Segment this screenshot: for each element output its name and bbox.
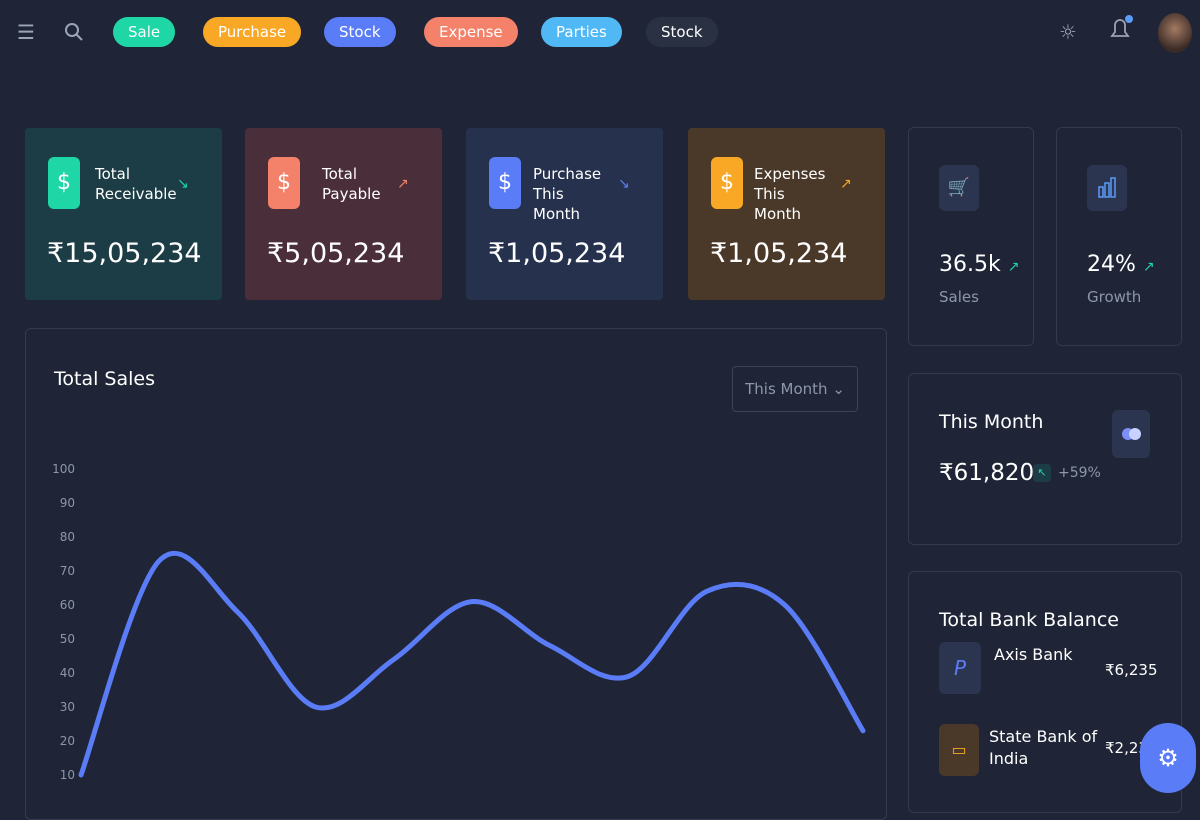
menu-icon[interactable]: ☰ bbox=[17, 20, 35, 44]
line-chart: Total Sales 10 20 30 40 50 60 70 80 90 100 bbox=[52, 368, 866, 782]
stat-value: 24% ↗ bbox=[1087, 252, 1155, 277]
nav-button[interactable]: Stock bbox=[324, 17, 396, 47]
sales-line bbox=[78, 550, 866, 778]
card-title: Total Receivable bbox=[95, 165, 177, 203]
dollar-icon: $ bbox=[268, 157, 300, 209]
cart-icon: 🛒 bbox=[939, 165, 979, 211]
card-title: Expenses This Month bbox=[754, 165, 826, 223]
nav-button[interactable]: Purchase bbox=[203, 17, 302, 47]
dollar-icon: $ bbox=[48, 157, 80, 209]
dollar-icon: $ bbox=[711, 157, 743, 209]
stat-label: Growth bbox=[1087, 288, 1142, 306]
y-tick-label: 80 bbox=[60, 530, 75, 544]
bank-card: Total Bank Balance P Axis Bank ₹6,235 ▭ … bbox=[908, 571, 1182, 813]
nav-button[interactable]: Stock bbox=[646, 17, 718, 47]
toggle-icon bbox=[1112, 410, 1150, 458]
period-dropdown[interactable]: This Month ⌄ bbox=[732, 366, 858, 412]
stat-card: 🛒 36.5k ↗ Sales bbox=[908, 127, 1034, 346]
y-tick-label: 100 bbox=[52, 462, 75, 476]
stat-number: 36.5k bbox=[939, 252, 1001, 277]
y-tick-label: 60 bbox=[60, 598, 75, 612]
card-title: Purchase This Month bbox=[533, 165, 602, 223]
avatar[interactable] bbox=[1158, 13, 1192, 53]
card-title: Total Payable bbox=[322, 165, 381, 203]
card-amount: ₹1,05,234 bbox=[488, 238, 626, 269]
settings-button[interactable]: ⚙ bbox=[1140, 723, 1196, 793]
y-tick-label: 10 bbox=[60, 768, 75, 782]
chart-title: Total Sales bbox=[53, 368, 155, 390]
bank-icon: P bbox=[939, 642, 981, 694]
dollar-icon: $ bbox=[489, 157, 521, 209]
card-amount: ₹5,05,234 bbox=[267, 238, 405, 269]
sales-card: Total Sales 10 20 30 40 50 60 70 80 90 100 This M… bbox=[25, 328, 887, 820]
card-amount: ₹1,05,234 bbox=[710, 238, 848, 269]
chart-icon bbox=[1087, 165, 1127, 211]
bank-balance: ₹2,23 bbox=[1105, 739, 1148, 757]
summary-card: $ Total Receivable ↘ ₹15,05,234 bbox=[25, 128, 222, 300]
trend-icon: ↗ bbox=[397, 176, 409, 192]
stat-number: 24% bbox=[1087, 252, 1136, 277]
stat-value: 36.5k ↗ bbox=[939, 252, 1020, 277]
month-amount: ₹61,820 bbox=[939, 460, 1035, 486]
card-amount: ₹15,05,234 bbox=[47, 238, 202, 269]
nav-button[interactable]: Expense bbox=[424, 17, 518, 47]
y-tick-label: 40 bbox=[60, 666, 75, 680]
trend-icon: ↘ bbox=[177, 176, 189, 192]
y-tick-label: 70 bbox=[60, 564, 75, 578]
y-tick-label: 20 bbox=[60, 734, 75, 748]
summary-card: $ Total Payable ↗ ₹5,05,234 bbox=[245, 128, 442, 300]
dropdown-label: This Month bbox=[745, 380, 828, 398]
trend-icon: ↗ bbox=[840, 176, 852, 192]
month-card: This Month ₹61,820 ↖ +59% bbox=[908, 373, 1182, 545]
month-change: +59% bbox=[1058, 465, 1101, 481]
stat-label: Sales bbox=[939, 288, 979, 306]
bell-icon[interactable] bbox=[1108, 14, 1134, 44]
page: Dashboard {"nav": {"buttons": ["Sale", "… bbox=[17, 13, 1196, 820]
up-icon: ↖ bbox=[1033, 464, 1051, 482]
stat-card: 24% ↗ Growth bbox=[1056, 127, 1182, 346]
y-tick-label: 50 bbox=[60, 632, 75, 646]
trend-icon: ↘ bbox=[618, 176, 630, 192]
theme-icon[interactable]: ☼ bbox=[1059, 20, 1077, 44]
bank-title: Total Bank Balance bbox=[939, 609, 1119, 631]
bank-name: State Bank of India bbox=[989, 727, 1098, 768]
bank-name: Axis Bank bbox=[994, 645, 1073, 664]
bank-icon: ▭ bbox=[939, 724, 979, 776]
y-tick-label: 90 bbox=[60, 496, 75, 510]
month-title: This Month bbox=[939, 411, 1044, 433]
bank-balance: ₹6,235 bbox=[1105, 661, 1158, 679]
summary-card: $ Purchase This Month ↘ ₹1,05,234 bbox=[466, 128, 663, 300]
nav-button[interactable]: Sale bbox=[113, 17, 176, 47]
nav-button[interactable]: Parties bbox=[541, 17, 622, 47]
summary-card: $ Expenses This Month ↗ ₹1,05,234 bbox=[688, 128, 885, 300]
y-tick-label: 30 bbox=[60, 700, 75, 714]
search-icon[interactable] bbox=[64, 22, 84, 42]
